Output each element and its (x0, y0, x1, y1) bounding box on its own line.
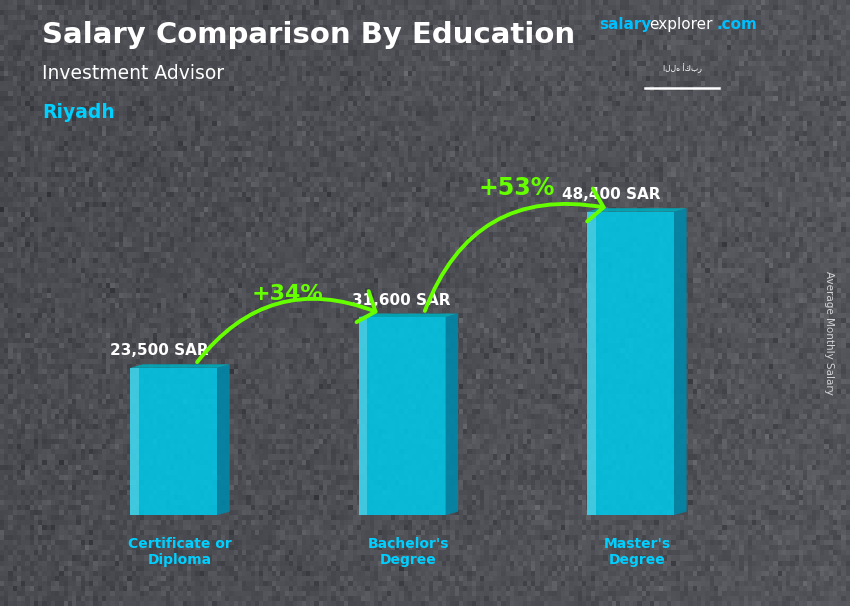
Bar (130, 368, 139, 515)
Text: Certificate or
Diploma: Certificate or Diploma (128, 537, 232, 567)
Text: Salary Comparison By Education: Salary Comparison By Education (42, 21, 575, 49)
Polygon shape (445, 313, 458, 515)
Text: Master's
Degree: Master's Degree (604, 537, 671, 567)
Bar (587, 211, 674, 515)
Polygon shape (587, 208, 687, 211)
Text: +53%: +53% (479, 176, 554, 201)
Text: salary: salary (599, 17, 652, 32)
Polygon shape (130, 364, 230, 368)
FancyArrowPatch shape (425, 188, 604, 311)
Text: Average Monthly Salary: Average Monthly Salary (824, 271, 834, 395)
Text: 31,600 SAR: 31,600 SAR (352, 293, 450, 308)
Text: Riyadh: Riyadh (42, 103, 116, 122)
Text: +34%: +34% (252, 284, 324, 304)
Text: الله أكبر: الله أكبر (663, 64, 701, 73)
Text: 23,500 SAR: 23,500 SAR (110, 344, 208, 358)
Polygon shape (217, 364, 230, 515)
FancyArrowPatch shape (197, 291, 376, 362)
Bar (130, 368, 217, 515)
Text: Bachelor's
Degree: Bachelor's Degree (368, 537, 449, 567)
Bar (587, 211, 596, 515)
Bar (359, 317, 445, 515)
Polygon shape (674, 208, 687, 515)
Text: Investment Advisor: Investment Advisor (42, 64, 224, 82)
Text: explorer: explorer (649, 17, 713, 32)
Polygon shape (359, 313, 458, 317)
Text: 48,400 SAR: 48,400 SAR (562, 187, 660, 202)
Text: .com: .com (717, 17, 757, 32)
Bar (359, 317, 367, 515)
